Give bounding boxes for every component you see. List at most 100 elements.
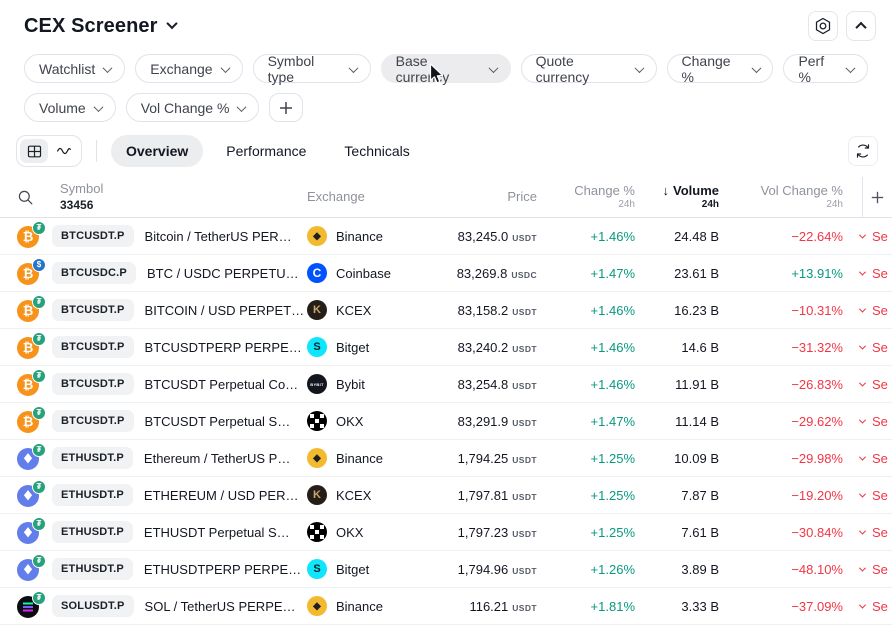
column-header-exchange[interactable]: Exchange: [307, 189, 430, 205]
table-row[interactable]: ₮ BTCUSDT.P BTCUSDT Perpetual S… OKX 83,…: [0, 403, 892, 440]
column-header-vol-change[interactable]: Vol Change % 24h: [719, 183, 843, 212]
price-value: 83,240.2: [457, 339, 509, 355]
column-sublabel: 24h: [701, 198, 719, 210]
settings-button[interactable]: [808, 11, 838, 41]
volume-cell: 3.33 B: [635, 599, 719, 614]
search-button[interactable]: [16, 188, 44, 207]
change-value: +1.25%: [590, 450, 635, 466]
sell-button[interactable]: Se: [843, 525, 892, 540]
bitget-exchange-icon: [307, 337, 327, 357]
price-value: 1,794.96: [457, 561, 509, 577]
filter-chip-base-currency[interactable]: Base currency: [380, 52, 511, 85]
change-cell: +1.47%: [537, 266, 635, 281]
filter-chip-vol-change[interactable]: Vol Change %: [125, 93, 260, 122]
ticker-chip[interactable]: ETHUSDT.P: [52, 558, 133, 580]
refresh-button[interactable]: [848, 136, 878, 166]
sell-button[interactable]: Se: [843, 266, 892, 281]
collapse-panel-button[interactable]: [846, 11, 876, 41]
sell-button-label: Se: [872, 524, 888, 540]
filter-chip-label: Base currency: [395, 52, 450, 85]
ticker-chip[interactable]: BTCUSDT.P: [52, 373, 134, 395]
sell-button[interactable]: Se: [843, 599, 892, 614]
table-row[interactable]: ₮ SOLUSDT.P SOL / TetherUS PERPE… Binanc…: [0, 588, 892, 625]
column-header-price[interactable]: Price: [430, 189, 537, 205]
btc-coin-icon: ₮: [17, 368, 46, 396]
column-header-symbol[interactable]: Symbol 33456: [60, 181, 307, 213]
vol-change-value: −29.98%: [791, 450, 843, 466]
column-label: Symbol: [60, 180, 104, 196]
volume-cell: 7.61 B: [635, 525, 719, 540]
filter-chip-volume[interactable]: Volume: [24, 93, 116, 122]
volume-value: 3.89 B: [681, 561, 719, 577]
filter-chip-symbol-type[interactable]: Symbol type: [252, 53, 371, 85]
change-cell: +1.46%: [537, 377, 635, 392]
exchange-name: KCEX: [336, 302, 372, 318]
chart-view-button[interactable]: [50, 139, 78, 163]
eth-coin-icon: ₮: [17, 442, 46, 470]
table-row[interactable]: ₮ BTCUSDT.P Bitcoin / TetherUS PER… Bina…: [0, 218, 892, 255]
chevron-down-icon: [348, 62, 359, 73]
sell-button[interactable]: Se: [843, 414, 892, 429]
table-row[interactable]: $ BTCUSDC.P BTC / USDC PERPETU… Coinbase…: [0, 255, 892, 292]
table-row[interactable]: ₮ BTCUSDT.P BTCUSDTPERP PERPE… Bitget 83…: [0, 329, 892, 366]
tab-performance[interactable]: Performance: [211, 135, 321, 167]
add-filter-button[interactable]: [269, 93, 304, 122]
chevron-down-icon: [858, 416, 867, 424]
ticker-chip[interactable]: ETHUSDT.P: [52, 484, 133, 506]
table-row[interactable]: ₮ ETHUSDT.P ETHEREUM / USD PER… KCEX 1,7…: [0, 477, 892, 514]
price-cell: 1,797.23 USDT: [430, 525, 537, 540]
filter-chip-watchlist[interactable]: Watchlist: [24, 54, 126, 83]
add-column-button[interactable]: [862, 177, 892, 217]
ticker-chip[interactable]: ETHUSDT.P: [52, 521, 133, 543]
sell-button[interactable]: Se: [843, 488, 892, 503]
table-row[interactable]: ₮ ETHUSDT.P ETHUSDTPERP PERPE… Bitget 1,…: [0, 551, 892, 588]
symbol-cell: ₮ BTCUSDT.P Bitcoin / TetherUS PER…: [16, 220, 307, 248]
sell-button[interactable]: Se: [843, 303, 892, 318]
chevron-down-icon: [165, 17, 178, 29]
column-header-change[interactable]: Change % 24h: [537, 183, 635, 212]
vol-change-value: −48.10%: [791, 561, 843, 577]
filter-chip-perf[interactable]: Perf %: [783, 53, 868, 85]
column-header-volume-sorted[interactable]: ↓ Volume 24h: [635, 183, 720, 212]
sell-button[interactable]: Se: [843, 562, 892, 577]
vol-change-cell: −10.31%: [719, 303, 843, 318]
tab-technicals[interactable]: Technicals: [329, 135, 424, 167]
sell-button[interactable]: Se: [843, 377, 892, 392]
table-row[interactable]: ₮ BTCUSDT.P BTCUSDT Perpetual Co… Bybit …: [0, 366, 892, 403]
price-value: 1,794.25: [457, 450, 509, 466]
btc-coin-icon: ₮: [17, 405, 46, 433]
usdc-badge-icon: $: [32, 257, 46, 272]
sell-button[interactable]: Se: [843, 340, 892, 355]
vol-change-cell: −31.32%: [719, 340, 843, 355]
sell-button[interactable]: Se: [843, 451, 892, 466]
change-cell: +1.25%: [537, 488, 635, 503]
exchange-cell: Binance: [307, 448, 430, 468]
ticker-chip[interactable]: SOLUSDT.P: [52, 595, 134, 617]
filter-chip-quote-currency[interactable]: Quote currency: [520, 53, 657, 85]
volume-cell: 23.61 B: [635, 266, 719, 281]
ticker-chip[interactable]: BTCUSDT.P: [52, 299, 134, 321]
symbol-description: ETHUSDTPERP PERPE…: [143, 561, 302, 577]
table-row[interactable]: ₮ ETHUSDT.P ETHUSDT Perpetual S… OKX 1,7…: [0, 514, 892, 551]
table-row[interactable]: ₮ BTCUSDT.P BITCOIN / USD PERPET… KCEX 8…: [0, 292, 892, 329]
chevron-down-icon: [845, 62, 856, 73]
ticker-chip[interactable]: BTCUSDT.P: [52, 336, 134, 358]
table-view-button[interactable]: [20, 139, 48, 163]
filter-chip-exchange[interactable]: Exchange: [135, 54, 243, 83]
tab-overview[interactable]: Overview: [111, 135, 204, 167]
sell-button[interactable]: Se: [843, 229, 892, 244]
ticker-chip[interactable]: ETHUSDT.P: [52, 447, 133, 469]
ticker-chip[interactable]: BTCUSDC.P: [52, 262, 136, 284]
ticker-chip[interactable]: BTCUSDT.P: [52, 225, 134, 247]
volume-cell: 7.87 B: [635, 488, 719, 503]
line-chart-icon: [55, 142, 73, 160]
vol-change-cell: −48.10%: [719, 562, 843, 577]
screener-title-dropdown[interactable]: CEX Screener: [24, 15, 178, 38]
table-row[interactable]: ₮ ETHUSDT.P Ethereum / TetherUS P… Binan…: [0, 440, 892, 477]
vol-change-value: −10.31%: [791, 302, 843, 318]
filter-chip-change[interactable]: Change %: [666, 53, 774, 85]
chevron-down-icon: [858, 601, 867, 609]
change-cell: +1.81%: [537, 599, 635, 614]
ticker-chip[interactable]: BTCUSDT.P: [52, 410, 134, 432]
price-unit: USDT: [512, 602, 537, 613]
